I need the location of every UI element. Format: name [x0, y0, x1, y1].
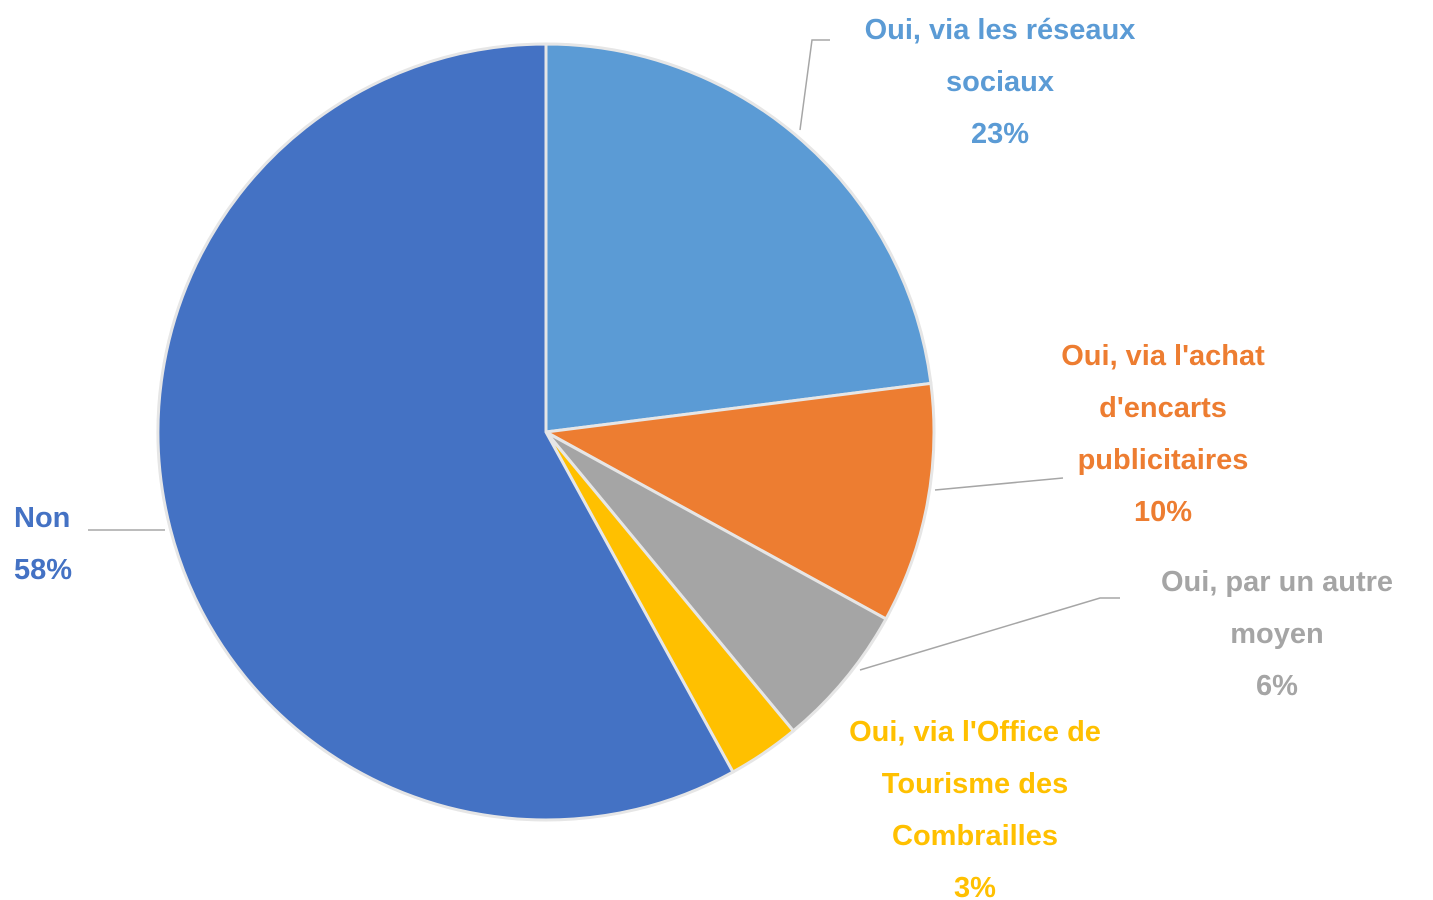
pie-slice — [156, 42, 735, 822]
slice-label: Oui, via l'Office de Tourisme des Combra… — [805, 706, 1145, 900]
category-label: Oui, via l'Office de Tourisme des Combra… — [849, 716, 1101, 852]
slice-label: Oui, via les réseaux sociaux 23% — [820, 4, 1180, 160]
slice-label: Oui, via l'achat d'encarts publicitaires… — [1013, 330, 1313, 538]
value-label: 3% — [954, 872, 996, 900]
value-label: 58% — [14, 554, 73, 586]
category-label: Oui, via les réseaux sociaux — [864, 14, 1136, 98]
category-label: Non — [14, 502, 71, 534]
pie-slice — [544, 42, 933, 434]
pie-slice — [544, 430, 889, 734]
slice-label: Oui, par un autre moyen 6% — [1117, 556, 1433, 712]
category-label: Oui, par un autre moyen — [1160, 566, 1394, 650]
slices — [156, 42, 936, 822]
value-label: 23% — [970, 118, 1030, 150]
category-label: Oui, via l'achat d'encarts publicitaires — [1061, 340, 1265, 476]
leader-line — [934, 477, 1064, 491]
slice-label: Non 58% — [14, 492, 114, 596]
value-label: 10% — [1133, 496, 1193, 528]
leader-line — [859, 597, 1120, 671]
pie-slice — [541, 381, 936, 621]
leader-line — [799, 39, 830, 131]
value-label: 6% — [1256, 670, 1298, 702]
